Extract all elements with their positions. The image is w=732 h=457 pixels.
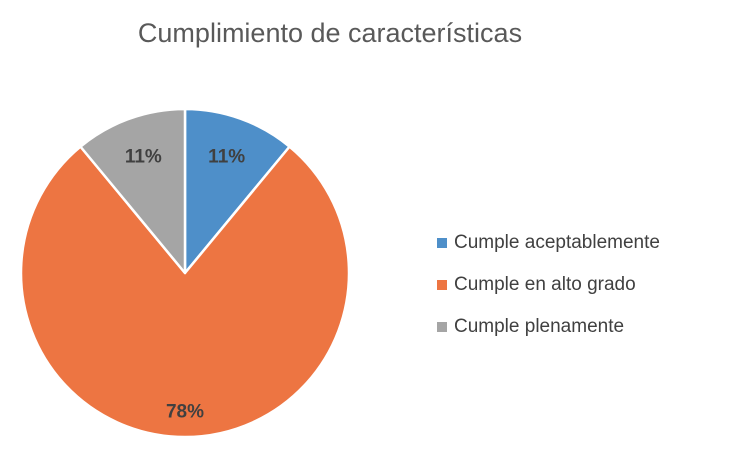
legend-label: Cumple aceptablemente [454,232,660,253]
legend-item-cumple-aceptablemente: Cumple aceptablemente [437,222,660,264]
pie-slice-cumple-aceptablemente [183,107,291,275]
pie-slice-cumple-plenamente [79,107,187,275]
legend-swatch [437,280,447,290]
pie-slice-cumple-en-alto-grado [19,145,351,439]
legend: Cumple aceptablemente Cumple en alto gra… [437,222,660,348]
chart-title: Cumplimiento de características [137,18,523,48]
data-label: 11% [125,146,162,167]
data-label: 78% [166,401,204,422]
legend-item-cumple-en-alto-grado: Cumple en alto grado [437,264,660,306]
legend-item-cumple-plenamente: Cumple plenamente [437,306,660,348]
legend-label: Cumple en alto grado [454,274,636,295]
legend-swatch [437,238,447,248]
legend-swatch [437,322,447,332]
data-label: 11% [208,146,245,167]
legend-label: Cumple plenamente [454,316,625,337]
